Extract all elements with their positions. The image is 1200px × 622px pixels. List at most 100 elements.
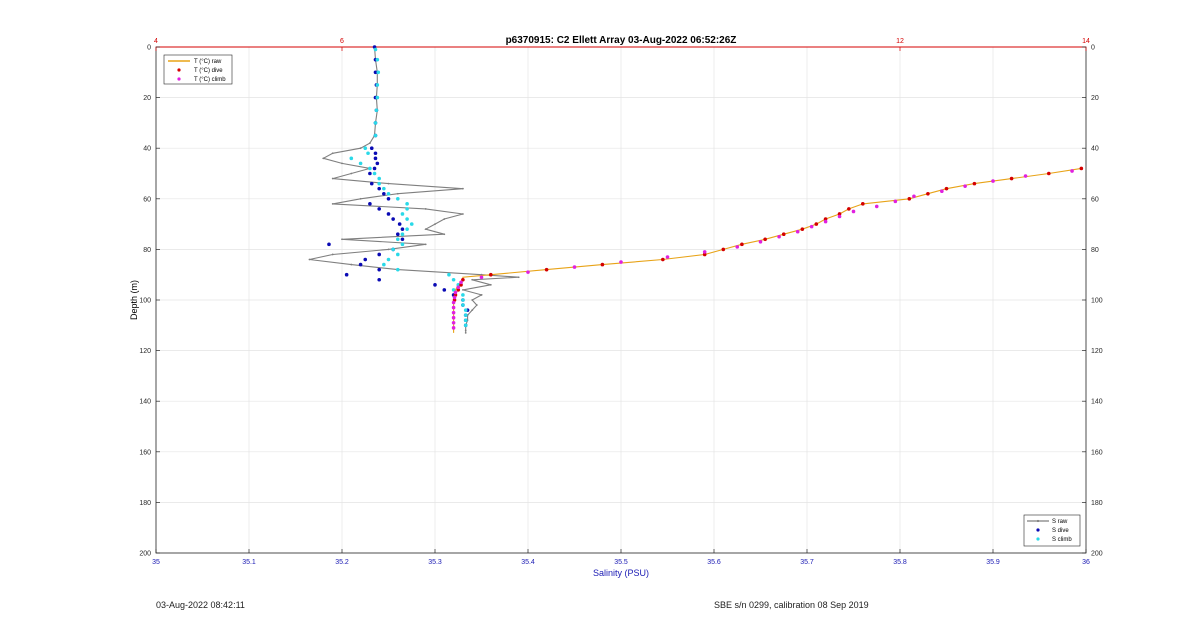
point-t_dive-1: [1047, 171, 1051, 176]
point-t_climb-10: [823, 219, 828, 224]
point-s_climb-10: [349, 156, 354, 161]
point-s_raw-12: [341, 162, 343, 165]
legend-t-dive: T (°C) dive: [194, 68, 223, 74]
point-s_climb-21: [400, 212, 405, 216]
chart-title: p6370915: C2 Ellett Array 03-Aug-2022 06…: [506, 35, 737, 46]
point-s_raw-22: [462, 213, 464, 215]
point-s_climb-43: [463, 323, 468, 328]
point-s_dive-19: [377, 207, 382, 211]
legend-temperature: T (°C) raw T (°C) dive T (°C) climb: [163, 54, 233, 85]
point-s_climb-5: [374, 108, 379, 113]
point-s_climb-41: [463, 313, 468, 317]
point-s_dive-10: [373, 156, 378, 161]
legend-t-raw: T (°C) raw: [194, 59, 222, 65]
x-tick-label-7: 35.7: [800, 559, 814, 566]
point-t_climb-16: [702, 250, 707, 254]
x-tick-label-9: 35.9: [986, 559, 1000, 566]
x2-tick-label-0: 4: [154, 38, 158, 45]
y-tick-label-left-5: 100: [139, 298, 151, 305]
point-t_climb-0: [1070, 169, 1074, 173]
point-s_raw-20: [331, 202, 334, 205]
point-t_dive-19: [600, 262, 605, 267]
point-s_raw-18: [396, 192, 399, 195]
point-t_dive-9: [837, 212, 842, 216]
point-t_dive-2: [1009, 176, 1014, 181]
point-t_climb-11: [809, 224, 814, 229]
point-s_dive-21: [391, 217, 395, 221]
point-t_climb-22: [459, 280, 463, 285]
point-s_dive-23: [400, 227, 405, 231]
point-s_dive-22: [397, 222, 402, 226]
x-tick-label-0: 35: [152, 559, 160, 566]
point-s_climb-2: [376, 70, 381, 75]
point-t_climb-12: [795, 229, 800, 234]
point-s_dive-17: [386, 197, 391, 201]
x-tick-label-10: 36: [1082, 559, 1090, 566]
point-t_climb-17: [665, 255, 670, 259]
point-s_raw-47: [464, 331, 467, 334]
point-s_dive-25: [400, 237, 405, 242]
point-t_climb-13: [777, 234, 781, 239]
point-t_dive-20: [544, 267, 549, 272]
point-s_dive-9: [373, 151, 378, 156]
point-t_climb-1: [1023, 174, 1028, 178]
point-s_raw-8: [369, 142, 371, 145]
point-t_climb-5: [912, 194, 916, 199]
point-s_climb-23: [409, 222, 414, 226]
point-s_raw-30: [331, 253, 334, 256]
point-t_dive-10: [823, 217, 828, 221]
point-s_raw-25: [424, 228, 427, 231]
point-s_raw-14: [350, 172, 353, 175]
footer-calibration: SBE s/n 0299, calibration 08 Sep 2019: [714, 600, 869, 610]
x2-tick-label-3: 14: [1082, 38, 1090, 45]
point-s_raw-31: [308, 258, 311, 261]
point-t_climb-30: [451, 320, 456, 325]
point-t_dive-24: [456, 288, 461, 292]
point-s_climb-20: [405, 207, 409, 211]
point-s_raw-46: [464, 329, 467, 332]
point-t_climb-6: [893, 199, 898, 204]
point-s_climb-0: [373, 47, 378, 52]
y-tick-label-left-1: 20: [143, 95, 151, 102]
point-t_dive-17: [702, 252, 707, 257]
point-s_dive-15: [377, 186, 382, 191]
series-line-s_raw: [309, 46, 519, 333]
point-s_raw-27: [341, 238, 343, 241]
x-tick-label-2: 35.2: [335, 559, 349, 566]
point-s_climb-31: [382, 262, 386, 267]
point-s_dive-12: [372, 166, 377, 171]
y-tick-label-right-3: 60: [1091, 196, 1099, 203]
x2-tick-label-1: 6: [340, 38, 344, 45]
y-tick-label-right-5: 100: [1091, 298, 1103, 305]
y-tick-label-right-0: 0: [1091, 45, 1095, 52]
point-t_climb-7: [874, 204, 879, 209]
point-t_dive-4: [944, 186, 949, 191]
point-s_raw-15: [331, 177, 334, 180]
point-s_raw-19: [359, 197, 362, 200]
legend-t-climb: T (°C) climb: [194, 77, 226, 83]
point-s_raw-23: [443, 218, 446, 220]
point-s_dive-14: [369, 181, 374, 186]
x-tick-label-1: 35.1: [242, 559, 256, 566]
legend-salinity: S raw S dive S climb: [1023, 514, 1081, 547]
point-s_climb-3: [375, 83, 380, 87]
point-s_climb-14: [377, 176, 382, 181]
point-s_dive-24: [396, 232, 400, 237]
legend-s-raw: S raw: [1052, 519, 1068, 525]
point-s_raw-16: [387, 182, 390, 185]
y-tick-label-right-2: 40: [1091, 146, 1099, 153]
y-axis-label: Depth (m): [129, 280, 139, 320]
point-s_climb-34: [451, 277, 456, 282]
point-t_climb-15: [735, 245, 740, 249]
point-s_raw-10: [331, 152, 334, 155]
point-s_dive-20: [386, 212, 391, 216]
point-s_raw-38: [462, 288, 464, 291]
point-s_raw-9: [359, 147, 362, 150]
point-s_dive-13: [368, 171, 372, 176]
point-s_dive-16: [382, 191, 386, 196]
point-s_climb-27: [400, 242, 405, 247]
point-s_climb-7: [373, 133, 378, 138]
point-s_climb-25: [400, 232, 405, 237]
point-s_climb-13: [372, 171, 377, 176]
point-t_dive-15: [740, 242, 744, 247]
